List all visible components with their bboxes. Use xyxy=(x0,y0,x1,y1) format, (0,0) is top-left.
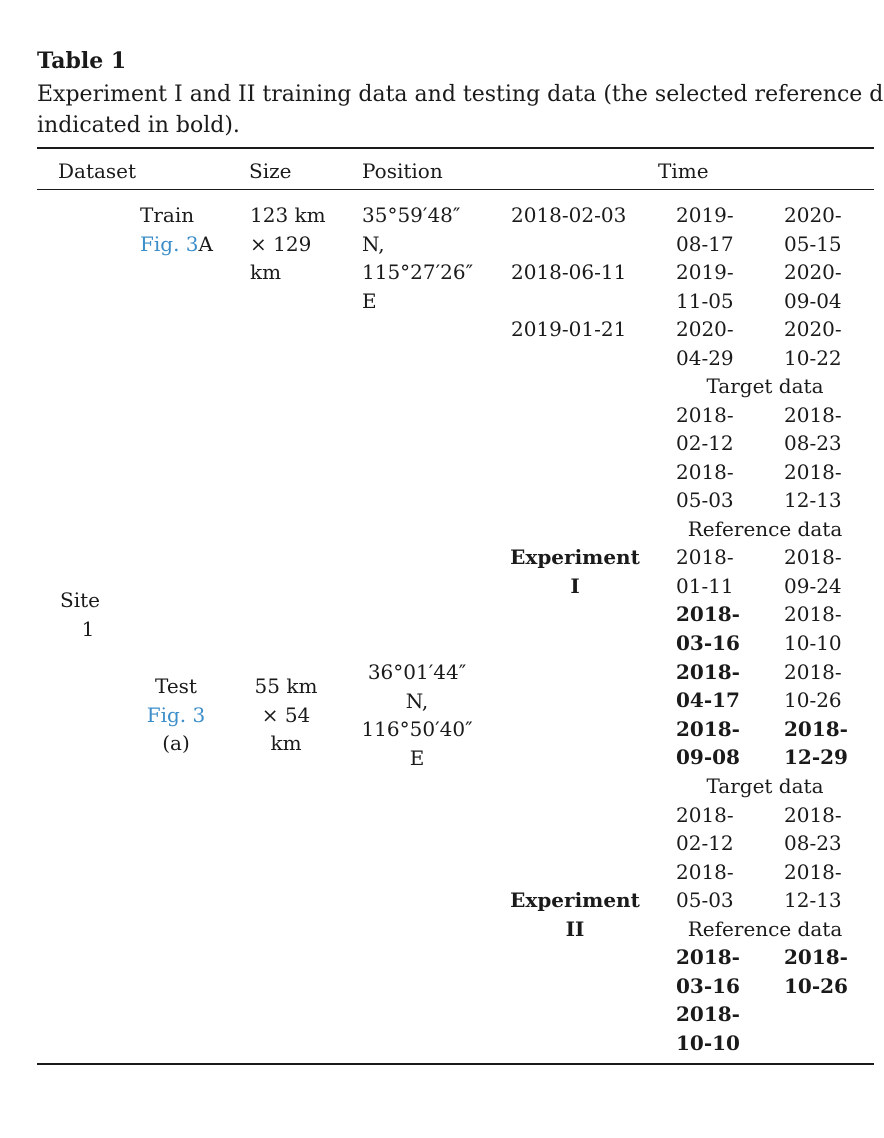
train-position-2: N, xyxy=(362,232,385,256)
exp1-ref-date-selected: 2018- xyxy=(676,660,740,684)
train-date: 2020- xyxy=(784,203,842,227)
exp1-ref-date-selected: 2018- xyxy=(676,717,740,741)
exp2-target-date: 05-03 xyxy=(676,888,734,912)
exp2-target-date: 2018- xyxy=(676,860,734,884)
exp1-ref-date: 2018- xyxy=(784,545,842,569)
exp1-target-date: 05-03 xyxy=(676,488,734,512)
train-date: 2019- xyxy=(676,203,734,227)
exp2-target-date: 08-23 xyxy=(784,831,842,855)
exp1-target-date: 2018- xyxy=(676,403,734,427)
exp2-ref-date-selected: 03-16 xyxy=(676,974,740,998)
table-title: Table 1 xyxy=(37,48,127,74)
test-position-3: 116°50′40″ xyxy=(361,717,473,741)
exp2-target-date: 2018- xyxy=(784,860,842,884)
train-figure-link[interactable]: Fig. 3 xyxy=(140,232,199,256)
train-date: 09-04 xyxy=(784,289,842,313)
test-size-1: 55 km xyxy=(254,674,318,698)
train-position-1: 35°59′48″ xyxy=(362,203,461,227)
table-caption-line-1: Experiment I and II training data and te… xyxy=(37,82,884,107)
header-rule xyxy=(37,189,874,190)
train-date: 2018-06-11 xyxy=(511,260,627,284)
train-date: 10-22 xyxy=(784,346,842,370)
train-label: Train xyxy=(140,203,195,227)
exp2-reference-label: Reference data xyxy=(687,917,843,941)
exp1-label-number: I xyxy=(570,574,580,598)
exp2-label: Experiment xyxy=(510,888,640,912)
exp1-ref-date: 10-26 xyxy=(784,688,842,712)
site-label: Site xyxy=(60,588,100,612)
test-position-2: N, xyxy=(405,689,429,713)
exp1-ref-date: 10-10 xyxy=(784,631,842,655)
train-date: 2020- xyxy=(784,260,842,284)
train-size-1: 123 km xyxy=(250,203,326,227)
exp1-ref-date: 2018- xyxy=(676,545,734,569)
header-position: Position xyxy=(362,159,443,183)
test-size-2: × 54 xyxy=(261,703,311,727)
header-dataset: Dataset xyxy=(58,159,137,183)
exp2-ref-date-selected: 10-10 xyxy=(676,1031,740,1055)
exp1-target-date: 02-12 xyxy=(676,431,734,455)
exp1-ref-date: 09-24 xyxy=(784,574,842,598)
exp1-ref-date-selected: 03-16 xyxy=(676,631,740,655)
train-figure-suffix: A xyxy=(198,232,213,256)
exp1-target-date: 12-13 xyxy=(784,488,842,512)
exp1-ref-date-selected: 12-29 xyxy=(784,745,848,769)
exp1-ref-date-selected: 2018- xyxy=(784,717,848,741)
exp1-ref-date-selected: 04-17 xyxy=(676,688,740,712)
train-figure-ref: Fig. 3A xyxy=(140,230,213,259)
header-size: Size xyxy=(249,159,292,183)
exp2-ref-date-selected: 2018- xyxy=(676,1002,740,1026)
train-date: 2020- xyxy=(676,317,734,341)
exp1-reference-label: Reference data xyxy=(687,517,843,541)
exp2-target-date: 12-13 xyxy=(784,888,842,912)
train-position-3: 115°27′26″ xyxy=(362,260,474,284)
exp2-ref-date-selected: 2018- xyxy=(676,945,740,969)
train-date: 11-05 xyxy=(676,289,734,313)
table-caption-line-2: indicated in bold). xyxy=(37,113,240,138)
exp1-ref-date: 01-11 xyxy=(676,574,734,598)
train-target-label: Target data xyxy=(706,374,824,398)
exp2-target-date: 02-12 xyxy=(676,831,734,855)
site-number: 1 xyxy=(81,617,95,641)
exp2-ref-date-selected: 10-26 xyxy=(784,974,848,998)
exp2-label-number: II xyxy=(565,917,585,941)
test-label: Test xyxy=(155,674,197,698)
test-size-3: km xyxy=(270,731,302,755)
exp2-target-label: Target data xyxy=(706,774,824,798)
train-date: 2018-02-03 xyxy=(511,203,627,227)
exp1-target-date: 08-23 xyxy=(784,431,842,455)
train-date: 08-17 xyxy=(676,232,734,256)
test-position-4: E xyxy=(409,746,425,770)
train-date: 05-15 xyxy=(784,232,842,256)
test-figure-link[interactable]: Fig. 3 xyxy=(136,701,216,730)
exp2-ref-date-selected: 2018- xyxy=(784,945,848,969)
exp1-label: Experiment xyxy=(510,545,640,569)
exp2-target-date: 2018- xyxy=(676,803,734,827)
exp1-ref-date: 2018- xyxy=(784,660,842,684)
test-figure-suffix: (a) xyxy=(162,731,190,755)
exp1-target-date: 2018- xyxy=(676,460,734,484)
exp2-target-date: 2018- xyxy=(784,803,842,827)
train-size-2: × 129 xyxy=(250,232,312,256)
exp1-ref-date: 2018- xyxy=(784,602,842,626)
train-size-3: km xyxy=(250,260,282,284)
train-date: 2020- xyxy=(784,317,842,341)
train-date: 2019- xyxy=(676,260,734,284)
test-position-1: 36°01′44″ xyxy=(367,660,467,684)
exp1-ref-date-selected: 09-08 xyxy=(676,745,740,769)
train-date: 2019-01-21 xyxy=(511,317,627,341)
header-time: Time xyxy=(658,159,709,183)
bottom-rule xyxy=(37,1063,874,1065)
exp1-ref-date-selected: 2018- xyxy=(676,602,740,626)
exp1-target-date: 2018- xyxy=(784,403,842,427)
test-figure-link-text[interactable]: Fig. 3 xyxy=(146,703,206,727)
exp1-target-date: 2018- xyxy=(784,460,842,484)
train-position-4: E xyxy=(362,289,377,313)
train-date: 04-29 xyxy=(676,346,734,370)
top-rule xyxy=(37,147,874,149)
